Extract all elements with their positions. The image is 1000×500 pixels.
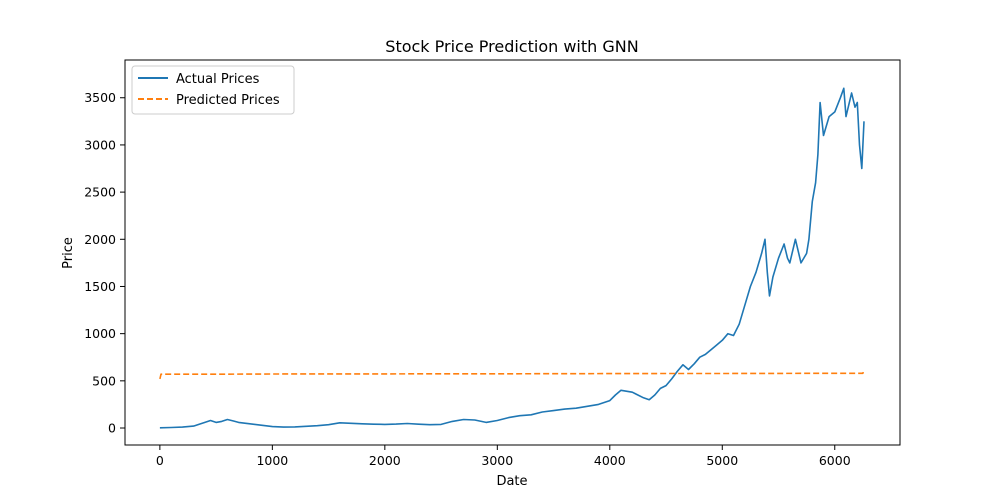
legend-label-predicted-prices: Predicted Prices xyxy=(176,93,280,108)
x-tick-label: 5000 xyxy=(706,453,738,468)
x-tick-label: 2000 xyxy=(369,453,401,468)
x-tick-label: 4000 xyxy=(594,453,626,468)
x-tick-label: 0 xyxy=(156,453,164,468)
x-axis-label: Date xyxy=(496,474,527,489)
y-tick-label: 1000 xyxy=(84,326,116,341)
y-tick-label: 0 xyxy=(108,421,116,436)
chart-title: Stock Price Prediction with GNN xyxy=(385,37,638,56)
y-axis: 0 500 1000 1500 2000 2500 3000 3500 xyxy=(84,90,125,436)
x-axis: 0 1000 2000 3000 4000 5000 6000 xyxy=(156,445,851,468)
series-line-1 xyxy=(159,369,865,380)
axes-frame xyxy=(124,59,901,446)
y-tick-label: 3500 xyxy=(84,90,116,105)
y-tick-label: 500 xyxy=(92,373,116,388)
legend-label-actual-prices: Actual Prices xyxy=(176,72,260,87)
legend-box xyxy=(131,65,295,115)
y-tick-label: 3000 xyxy=(84,137,116,152)
y-tick-label: 2000 xyxy=(84,232,116,247)
y-axis-label: Price xyxy=(61,237,76,269)
series-line-0 xyxy=(159,87,865,429)
legend: Actual Prices Predicted Prices xyxy=(131,65,295,115)
x-tick-label: 6000 xyxy=(819,453,851,468)
x-tick-label: 1000 xyxy=(256,453,288,468)
y-tick-label: 1500 xyxy=(84,279,116,294)
y-tick-label: 2500 xyxy=(84,185,116,200)
plot-area xyxy=(159,87,865,429)
x-tick-label: 3000 xyxy=(481,453,513,468)
